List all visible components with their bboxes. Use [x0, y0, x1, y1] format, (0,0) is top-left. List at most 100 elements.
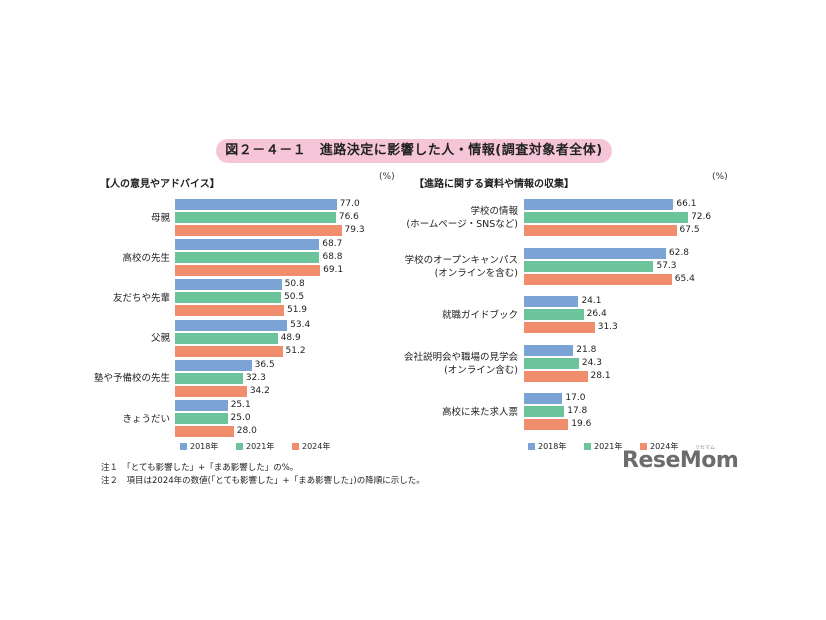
value-label: 66.1 [676, 199, 697, 209]
bar-2024年 [524, 419, 569, 430]
category-label: 塾や予備校の先生 [93, 373, 170, 385]
value-label: 68.7 [322, 239, 343, 250]
value-label: 19.6 [571, 419, 592, 429]
value-label: 17.8 [567, 406, 588, 416]
bar-2018年 [524, 199, 674, 210]
category-label: 高校に来た求人票 [441, 406, 518, 418]
legend-swatch [236, 443, 243, 450]
category-label: 父親 [150, 333, 170, 345]
value-label: 51.2 [285, 345, 306, 356]
bar-2024年 [524, 225, 677, 236]
bar-2018年 [524, 393, 563, 404]
value-label: 57.3 [656, 260, 677, 271]
resemom-logo-kana: リセマム [695, 445, 716, 451]
note-1: 注１ 「とても影響した」+「まあ影響した」の%。 [101, 463, 299, 473]
bar-2018年 [175, 199, 337, 210]
legend-swatch [528, 443, 535, 450]
value-label: 34.2 [249, 385, 270, 396]
bar-2021年 [524, 309, 584, 320]
legend-item: 2024年 [292, 442, 330, 451]
value-label: 72.6 [691, 212, 712, 222]
value-label: 24.3 [581, 357, 602, 368]
value-label: 50.5 [284, 292, 305, 303]
bar-2021年 [175, 372, 243, 384]
value-label: 28.0 [236, 426, 257, 436]
bar-2024年 [175, 426, 234, 437]
legend-swatch [640, 443, 647, 450]
value-label: 21.8 [576, 344, 597, 355]
legend-item: 2021年 [584, 442, 622, 451]
value-label: 26.4 [586, 309, 607, 319]
value-label: 25.1 [230, 400, 251, 410]
value-label: 51.9 [286, 305, 308, 316]
bar-2024年 [175, 265, 321, 277]
category-label: きょうだい [122, 413, 170, 425]
category-label: 就職ガイドブック [441, 309, 518, 321]
legend-label: 2021年 [594, 442, 623, 451]
bar-2021年 [524, 212, 689, 223]
value-label: 68.8 [322, 252, 343, 263]
legend-label: 2018年 [190, 442, 219, 451]
value-label: 25.0 [230, 413, 251, 423]
bar-2021年 [524, 357, 579, 369]
bar-2021年 [175, 292, 282, 304]
legend-swatch [292, 443, 299, 450]
bar-2021年 [524, 260, 654, 272]
value-label: 36.5 [254, 359, 275, 370]
unit-label: (%) [712, 172, 728, 182]
bar-2021年 [175, 332, 278, 344]
bar-2024年 [524, 370, 588, 382]
category-label: 会社説明会や職場の見学会 (オンライン含む) [403, 351, 518, 376]
bar-2024年 [175, 225, 342, 236]
legend-item: 2018年 [528, 442, 566, 451]
bar-2018年 [524, 247, 666, 259]
category-label: 母親 [150, 212, 170, 224]
legend-item: 2018年 [180, 442, 218, 451]
unit-label: (%) [379, 172, 395, 182]
bar-2024年 [524, 273, 672, 285]
bar-2018年 [175, 319, 288, 331]
bar-2018年 [175, 400, 228, 411]
resemom-logo: ReseMom [622, 448, 739, 473]
legend-swatch [180, 443, 187, 450]
bar-2018年 [175, 279, 282, 291]
panel-title: 【進路に関する資料や情報の収集】 [414, 179, 574, 190]
value-label: 69.1 [323, 265, 344, 276]
legend-item: 2024年 [640, 442, 678, 451]
value-label: 79.3 [344, 225, 365, 235]
legend-label: 2024年 [302, 442, 331, 451]
bar-2021年 [175, 252, 320, 264]
legend-label: 2021年 [246, 442, 275, 451]
value-label: 48.9 [280, 332, 301, 343]
category-label: 学校のオープンキャンパス (オンラインを含む) [404, 254, 518, 279]
value-label: 53.4 [290, 319, 311, 330]
value-label: 24.1 [581, 296, 602, 306]
bar-2018年 [175, 239, 320, 251]
legend-item: 2021年 [236, 442, 274, 451]
note-2: 注２ 項目は2024年の数値(「とても影響した」+「まあ影響した」)の降順に示し… [101, 476, 425, 486]
value-label: 62.8 [668, 247, 689, 258]
legend-swatch [584, 443, 591, 450]
category-label: 高校の先生 [122, 252, 170, 264]
bar-2021年 [175, 413, 228, 424]
value-label: 65.4 [674, 273, 695, 284]
legend-label: 2024年 [650, 442, 679, 451]
chart-title: 図２－４－１ 進路決定に影響した人・情報(調査対象者全体) [216, 139, 612, 163]
value-label: 31.3 [597, 322, 618, 332]
value-label: 50.8 [284, 279, 305, 290]
value-label: 28.1 [590, 370, 611, 381]
value-label: 17.0 [565, 393, 586, 403]
bar-2021年 [175, 212, 336, 223]
bar-2024年 [175, 385, 247, 397]
bar-2018年 [175, 359, 252, 371]
value-label: 77.0 [339, 199, 360, 209]
bar-2018年 [524, 296, 579, 307]
value-label: 67.5 [679, 225, 700, 235]
bar-2024年 [524, 322, 595, 333]
bar-2024年 [175, 305, 284, 317]
bar-2021年 [524, 406, 565, 417]
value-label: 32.3 [245, 372, 266, 383]
bar-2024年 [175, 345, 283, 357]
category-label: 学校の情報 (ホームページ・SNSなど) [406, 206, 518, 230]
value-label: 76.6 [338, 212, 359, 222]
